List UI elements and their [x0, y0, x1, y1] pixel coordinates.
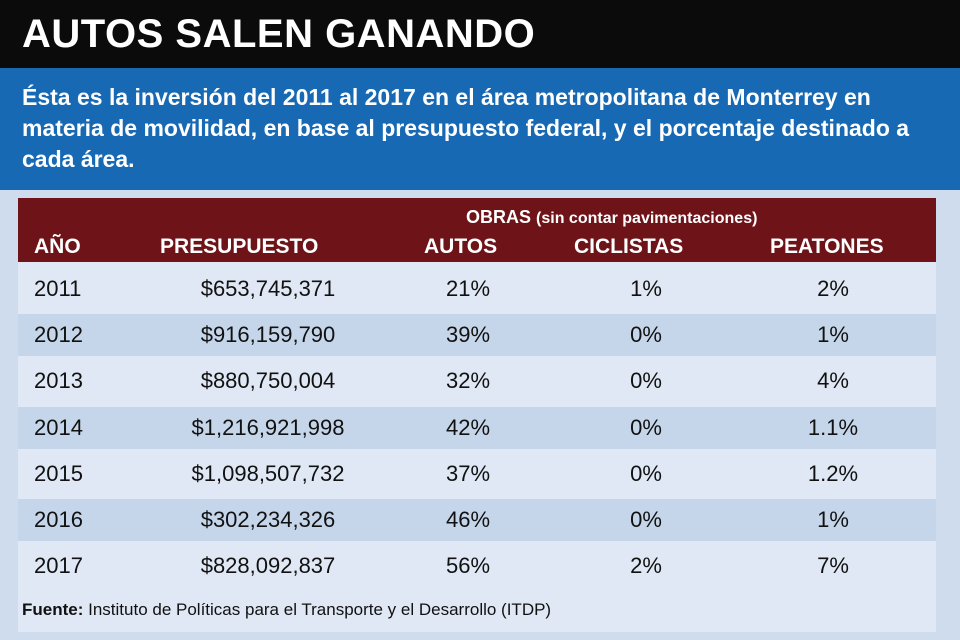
table-row: 2016 $302,234,326 46% 0% 1% [18, 498, 936, 541]
cell-autos: 56% [445, 553, 491, 579]
table-row: 2012 $916,159,790 39% 0% 1% [18, 314, 936, 357]
cell-budget: $828,092,837 [200, 553, 336, 579]
source-label: Fuente: [22, 600, 84, 619]
cell-autos: 32% [445, 368, 491, 394]
subtitle-bar [0, 68, 960, 190]
group-header: OBRAS (sin contar pavimentaciones) [466, 204, 757, 232]
cell-year: 2014 [34, 414, 83, 440]
column-header-autos: AUTOS [424, 235, 498, 258]
column-header-budget: PRESUPUESTO [160, 235, 319, 258]
column-header-year: AÑO [34, 235, 81, 258]
cell-peatones: 1% [817, 322, 849, 348]
cell-year: 2015 [34, 460, 83, 486]
column-header-peatones: PEATONES [770, 235, 884, 258]
table-row: 2011 $653,745,371 21% 1% 2% [18, 268, 936, 310]
group-header-note: (sin contar pavimentaciones) [536, 210, 758, 227]
cell-ciclistas: 0% [630, 506, 662, 532]
cell-peatones: 1% [817, 506, 849, 532]
cell-year: 2016 [34, 506, 83, 532]
cell-autos: 46% [445, 506, 491, 532]
table-row: 2013 $880,750,004 32% 0% 4% [18, 360, 936, 403]
subtitle: Ésta es la inversión del 2011 al 2017 en… [22, 84, 910, 172]
cell-year: 2013 [34, 368, 83, 394]
cell-year: 2017 [34, 553, 83, 579]
cell-budget: $1,098,507,732 [191, 460, 345, 486]
cell-ciclistas: 0% [630, 368, 662, 394]
cell-ciclistas: 0% [630, 460, 662, 486]
source-note: Fuente: Instituto de Políticas para el T… [22, 598, 942, 622]
title-bar [0, 0, 960, 68]
cell-ciclistas: 1% [630, 276, 662, 301]
cell-budget: $1,216,921,998 [191, 414, 345, 440]
cell-year: 2012 [34, 322, 83, 348]
cell-peatones: 4% [817, 368, 849, 394]
cell-peatones: 7% [817, 553, 849, 579]
cell-autos: 39% [445, 322, 491, 348]
cell-ciclistas: 0% [630, 414, 662, 440]
table-row: 2017 $828,092,837 56% 2% 7% [18, 545, 936, 588]
cell-budget: $880,750,004 [200, 368, 336, 394]
source-text: Instituto de Políticas para el Transport… [88, 600, 552, 619]
cell-budget: $302,234,326 [200, 506, 336, 532]
cell-budget: $653,745,371 [200, 276, 336, 301]
table-row: 2014 $1,216,921,998 42% 0% 1.1% [18, 406, 936, 449]
column-header-ciclistas: CICLISTAS [574, 235, 684, 258]
cell-autos: 37% [445, 460, 491, 486]
cell-peatones: 2% [817, 276, 849, 301]
cell-peatones: 1.2% [807, 460, 859, 486]
cell-peatones: 1.1% [807, 414, 859, 440]
cell-autos: 21% [445, 276, 491, 301]
table-body: 2011 $653,745,371 21% 1% 2% 2012 $916,159,790 3… [18, 268, 936, 591]
cell-year: 2011 [34, 276, 82, 301]
group-header-label: OBRAS [466, 207, 532, 227]
cell-ciclistas: 2% [630, 553, 662, 579]
cell-autos: 42% [445, 414, 491, 440]
page-title: AUTOS SALEN GANANDO [22, 12, 536, 56]
cell-ciclistas: 0% [630, 322, 662, 348]
table-header [18, 198, 936, 262]
table-row: 2015 $1,098,507,732 37% 0% 1.2% [18, 452, 936, 495]
cell-budget: $916,159,790 [200, 322, 336, 348]
